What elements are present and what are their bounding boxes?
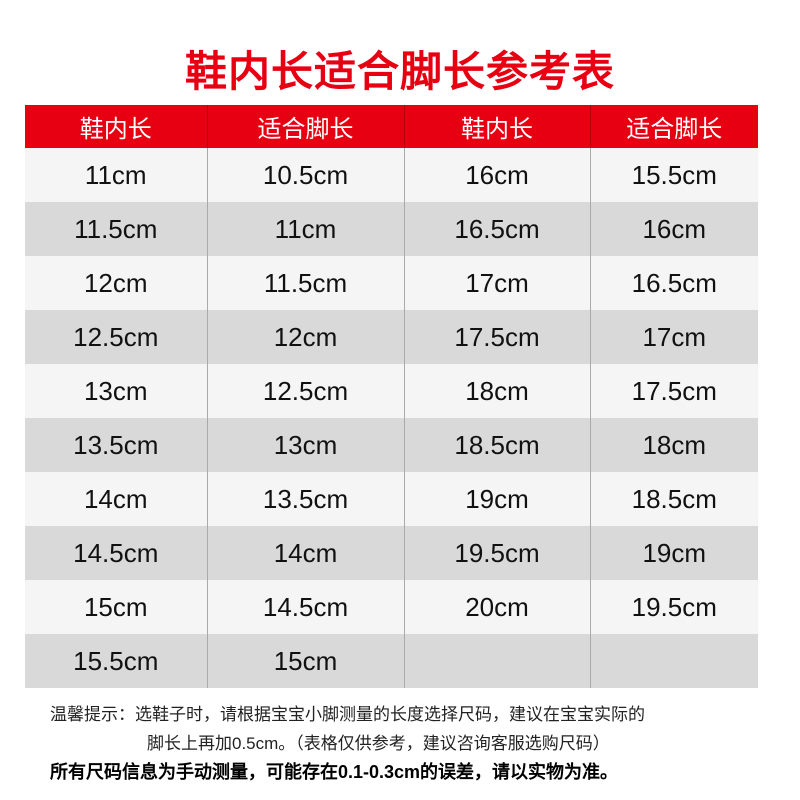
header-cell: 适合脚长 <box>206 105 404 148</box>
table-cell: 15cm <box>25 580 207 634</box>
header-cell: 鞋内长 <box>25 105 207 148</box>
table-row: 13.5cm 13cm 18.5cm 18cm <box>25 418 758 472</box>
page-title: 鞋内长适合脚长参考表 <box>184 48 615 95</box>
table-row: 14cm 13.5cm 19cm 18.5cm <box>25 472 758 526</box>
table-row: 15cm 14.5cm 20cm 19.5cm <box>25 580 758 634</box>
table-cell: 19cm <box>589 526 758 580</box>
table-cell: 18.5cm <box>589 472 758 526</box>
table-row: 13cm 12.5cm 18cm 17.5cm <box>25 364 758 418</box>
header-cell: 鞋内长 <box>403 105 590 148</box>
table-cell: 19.5cm <box>589 580 758 634</box>
notes: 温馨提示：选鞋子时，请根据宝宝小脚测量的长度选择尺码，建议在宝宝实际的 脚长上再… <box>50 700 645 787</box>
size-table: 鞋内长 适合脚长 鞋内长 适合脚长 11cm 10.5cm 16cm 15.5cm 11… <box>25 105 758 688</box>
table-cell: 15.5cm <box>589 148 758 202</box>
table-cell: 11cm <box>206 202 404 256</box>
table-cell: 17.5cm <box>403 310 590 364</box>
table-row: 12cm 11.5cm 17cm 16.5cm <box>25 256 758 310</box>
table-cell: 11.5cm <box>206 256 404 310</box>
table-header-row: 鞋内长 适合脚长 鞋内长 适合脚长 <box>25 105 758 148</box>
table-cell: 14.5cm <box>25 526 207 580</box>
table-row: 15.5cm 15cm <box>25 634 758 688</box>
table-cell: 12cm <box>206 310 404 364</box>
table-cell: 17cm <box>589 310 758 364</box>
table-cell: 13cm <box>206 418 404 472</box>
table-cell: 13.5cm <box>25 418 207 472</box>
note-line: 温馨提示：选鞋子时，请根据宝宝小脚测量的长度选择尺码，建议在宝宝实际的 <box>50 705 645 724</box>
table-cell: 16.5cm <box>403 202 590 256</box>
table-row: 11.5cm 11cm 16.5cm 16cm <box>25 202 758 256</box>
disclaimer: 所有尺码信息为手动测量，可能存在0.1-0.3cm的误差，请以实物为准。 <box>50 762 619 782</box>
table-cell: 14cm <box>25 472 207 526</box>
table-cell: 12cm <box>25 256 207 310</box>
table-cell: 10.5cm <box>206 148 404 202</box>
table-row: 11cm 10.5cm 16cm 15.5cm <box>25 148 758 202</box>
table-cell: 11.5cm <box>25 202 207 256</box>
table-cell: 19cm <box>403 472 590 526</box>
table-cell <box>589 634 758 688</box>
table-cell: 15.5cm <box>25 634 207 688</box>
table-cell: 20cm <box>403 580 590 634</box>
table-cell: 14.5cm <box>206 580 404 634</box>
table-cell: 12.5cm <box>206 364 404 418</box>
table-cell: 11cm <box>25 148 207 202</box>
table-cell: 18cm <box>403 364 590 418</box>
note-line: 脚长上再加0.5cm。（表格仅供参考，建议咨询客服选购尺码） <box>147 734 610 753</box>
table-cell: 18cm <box>589 418 758 472</box>
table-row: 14.5cm 14cm 19.5cm 19cm <box>25 526 758 580</box>
table-cell: 14cm <box>206 526 404 580</box>
table-cell: 17cm <box>403 256 590 310</box>
table-cell: 15cm <box>206 634 404 688</box>
table-cell: 19.5cm <box>403 526 590 580</box>
table-cell: 16.5cm <box>589 256 758 310</box>
table-row: 12.5cm 12cm 17.5cm 17cm <box>25 310 758 364</box>
table-cell <box>403 634 590 688</box>
table-cell: 12.5cm <box>25 310 207 364</box>
table-cell: 18.5cm <box>403 418 590 472</box>
header-cell: 适合脚长 <box>589 105 758 148</box>
table-cell: 16cm <box>403 148 590 202</box>
table-cell: 13cm <box>25 364 207 418</box>
table-cell: 17.5cm <box>589 364 758 418</box>
table-cell: 13.5cm <box>206 472 404 526</box>
table-cell: 16cm <box>589 202 758 256</box>
